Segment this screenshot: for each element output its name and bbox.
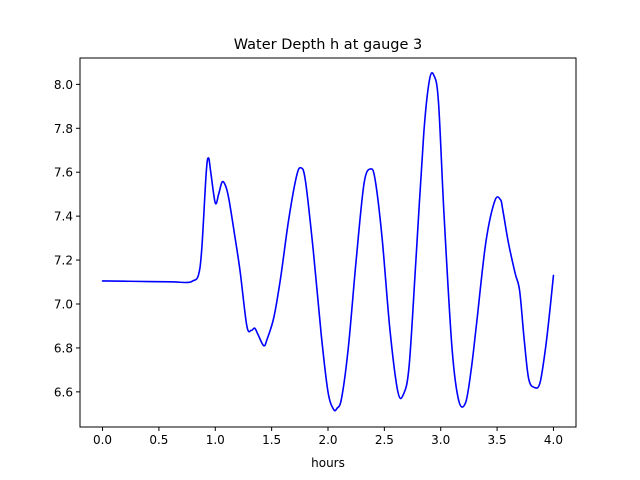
y-tick-label: 6.6 [54, 385, 73, 399]
series-line-0 [101, 72, 555, 412]
series-layer [101, 72, 555, 412]
y-tick-label: 7.2 [54, 254, 73, 268]
x-tick-label: 1.5 [262, 433, 281, 447]
x-tick-label: 1.0 [206, 433, 225, 447]
y-tick-label: 7.0 [54, 298, 73, 312]
x-tick-label: 0.5 [149, 433, 168, 447]
x-tick-label: 2.0 [318, 433, 337, 447]
x-tick-label: 0.0 [93, 433, 112, 447]
x-tick-label: 3.0 [431, 433, 450, 447]
y-tick-label: 7.4 [54, 210, 73, 224]
y-tick-label: 7.8 [54, 122, 73, 136]
chart-title: Water Depth h at gauge 3 [234, 37, 422, 53]
x-tick-label: 4.0 [544, 433, 563, 447]
x-axis: 0.0 0.5 1.0 1.5 2.0 2.5 3.0 3.5 4.0 [93, 427, 563, 447]
x-tick-label: 2.5 [375, 433, 394, 447]
x-tick-label: 3.5 [488, 433, 507, 447]
y-axis: 6.6 6.8 7.0 7.2 7.4 7.6 7.8 8.0 [54, 78, 80, 399]
x-axis-label: hours [311, 456, 345, 470]
y-tick-label: 7.6 [54, 166, 73, 180]
y-tick-label: 8.0 [54, 78, 73, 92]
y-tick-label: 6.8 [54, 341, 73, 355]
